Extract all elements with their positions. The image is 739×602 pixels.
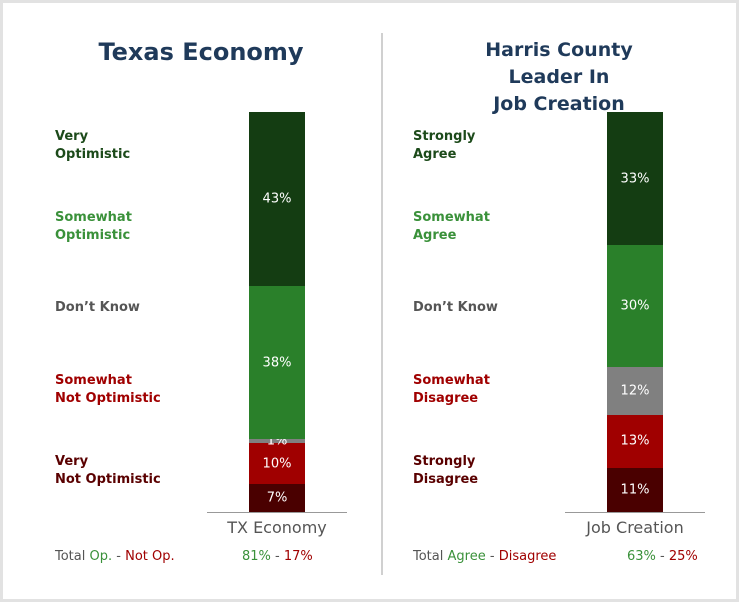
legend-label: Somewhat Optimistic xyxy=(55,210,132,243)
totals-name: Op. xyxy=(89,549,113,564)
totals-value: 25% xyxy=(668,549,698,564)
legend-label: Somewhat Agree xyxy=(413,210,490,243)
legend-label: Somewhat Disagree xyxy=(413,373,490,406)
bar-segment xyxy=(607,415,663,468)
totals-value: 17% xyxy=(283,549,313,564)
totals-label: Total Agree - Disagree xyxy=(413,549,556,564)
bar-segment xyxy=(607,467,663,512)
legend-label: Strongly Agree xyxy=(413,129,476,162)
segment-label: 10% xyxy=(262,456,292,472)
segment-label: 43% xyxy=(262,191,292,207)
legend-label: Very Optimistic xyxy=(55,129,131,162)
bar-segment xyxy=(607,366,663,416)
segment-label: 13% xyxy=(620,433,650,449)
totals-value: 63% xyxy=(627,549,656,564)
separator: - xyxy=(660,549,665,564)
x-label: TX Economy xyxy=(227,518,327,537)
divider xyxy=(381,33,383,575)
segment-label: 30% xyxy=(620,298,650,314)
chart-title: Harris County Leader In Job Creation xyxy=(485,39,633,115)
bar-segment xyxy=(249,439,305,444)
totals-word: Total xyxy=(55,549,86,564)
separator: - xyxy=(489,549,495,564)
totals-values: 81% - 17% xyxy=(242,549,313,564)
totals-name: Not Op. xyxy=(125,549,175,564)
chart-title: Texas Economy xyxy=(98,38,304,66)
separator: - xyxy=(116,549,121,564)
segment-label: 38% xyxy=(262,355,292,371)
legend-label: Somewhat Not Optimistic xyxy=(55,373,161,406)
totals-word: Total xyxy=(413,549,444,564)
legend-label: Don’t Know xyxy=(55,300,140,315)
bar-segment xyxy=(249,483,305,512)
totals-value: 81% xyxy=(242,549,271,564)
totals-name: Agree xyxy=(447,549,486,564)
totals-name: Disagree xyxy=(498,549,557,564)
bar-segment xyxy=(249,112,305,286)
legend-label: Very Not Optimistic xyxy=(55,454,161,487)
bar-segment xyxy=(249,443,305,484)
totals-values: 63% - 25% xyxy=(627,549,698,564)
totals-label: Total Op. - Not Op. xyxy=(55,549,175,564)
x-label: Job Creation xyxy=(586,518,684,537)
bar-segment xyxy=(607,112,663,246)
baseline xyxy=(207,512,347,513)
bar-segment xyxy=(249,285,305,440)
baseline xyxy=(565,512,705,513)
separator: - xyxy=(275,549,280,564)
legend-label: Strongly Disagree xyxy=(413,454,479,487)
segment-label: 7% xyxy=(266,490,288,506)
legend-label: Don’t Know xyxy=(413,300,498,315)
segment-label: 11% xyxy=(620,482,650,498)
segment-label: 33% xyxy=(620,171,650,187)
segment-label: 12% xyxy=(620,383,650,399)
bar-segment xyxy=(607,245,663,367)
